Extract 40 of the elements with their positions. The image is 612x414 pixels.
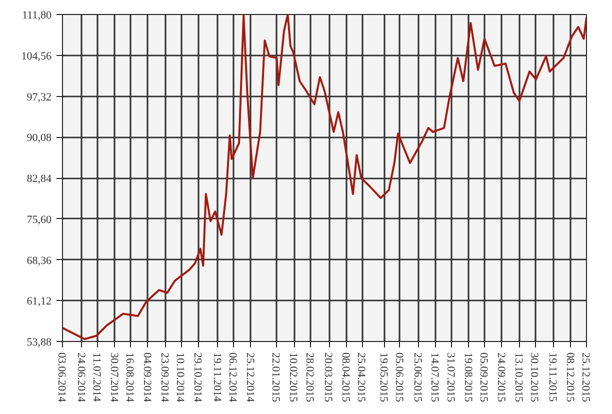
x-tick-label: 30.10.2015 (528, 352, 540, 402)
x-tick-label: 04.09.2014 (140, 352, 153, 402)
x-tick-label: 08.12.2015 (564, 352, 576, 402)
x-tick-label: 20.03.2015 (322, 352, 334, 402)
x-tick-label: 14.07.2015 (428, 352, 441, 402)
x-tick-label: 19.11.2015 (546, 352, 558, 402)
x-tick-label: 22.01.2015 (270, 352, 282, 402)
x-tick-label: 19.11.2014 (210, 352, 223, 402)
y-tick-label: 53,88 (26, 336, 52, 348)
y-tick-label: 68,36 (26, 254, 52, 267)
y-tick-label: 61,12 (26, 296, 52, 308)
x-tick-label: 25.12.2015 (580, 352, 592, 402)
x-tick-label: 29.10.2014 (192, 352, 204, 402)
y-tick-label: 111,80 (22, 10, 52, 22)
x-tick-label: 10.02.2015 (287, 352, 300, 402)
x-tick-label: 25.12.2014 (244, 352, 256, 402)
x-tick-label: 25.04.2015 (355, 352, 368, 402)
y-tick-label: 75,60 (26, 214, 52, 226)
x-tick-label: 24.09.2015 (494, 352, 507, 402)
y-tick-label: 90,08 (26, 132, 52, 144)
x-tick-label: 11.07.2014 (90, 352, 102, 402)
x-tick-label: 10.10.2014 (174, 352, 186, 402)
x-tick-label: 25.06.2015 (411, 352, 424, 402)
x-tick-label: 24.06.2014 (74, 352, 87, 402)
x-tick-label: 06.12.2014 (226, 352, 238, 402)
x-tick-label: 16.08.2014 (124, 352, 136, 402)
x-tick-label: 19.05.2015 (377, 352, 390, 402)
x-tick-label: 03.06.2014 (56, 352, 68, 402)
x-tick-label: 23.09.2014 (158, 352, 170, 402)
x-tick-label: 28.02.2015 (304, 352, 316, 402)
y-tick-label: 82,84 (26, 173, 52, 185)
x-tick-label: 31.07.2015 (444, 352, 456, 402)
x-tick-label: 08.04.2015 (340, 352, 352, 402)
y-tick-label: 97,32 (26, 91, 52, 104)
x-tick-label: 19.08.2015 (462, 352, 474, 402)
y-tick-label: 104,56 (21, 50, 52, 62)
x-tick-label: 05.09.2015 (477, 352, 490, 402)
x-tick-label: 30.07.2014 (108, 352, 120, 402)
x-tick-label: 13.10.2015 (512, 352, 524, 402)
x-tick-label: 05.06.2015 (392, 352, 405, 402)
